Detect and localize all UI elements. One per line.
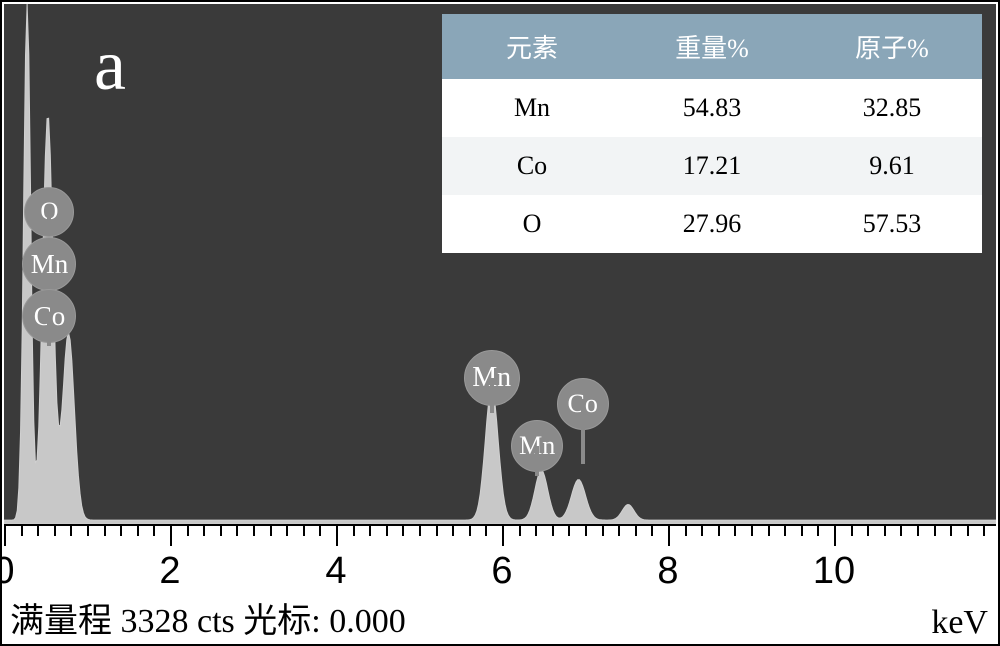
- x-tick-minor: [402, 524, 404, 536]
- table-row: Co17.219.61: [442, 137, 982, 195]
- full-scale-value: 3328: [121, 603, 189, 640]
- x-tick-minor: [685, 524, 687, 536]
- composition-table: 元素重量%原子% Mn54.8332.85Co17.219.61O27.9657…: [442, 14, 982, 253]
- x-tick-minor: [220, 524, 222, 536]
- x-tick-minor: [452, 524, 454, 536]
- x-tick-minor: [751, 524, 753, 536]
- table-col-header: 元素: [442, 14, 622, 79]
- table-cell: 17.21: [622, 137, 802, 195]
- x-tick-minor: [718, 524, 720, 536]
- table-col-header: 重量%: [622, 14, 802, 79]
- x-axis-unit: keV: [931, 604, 988, 642]
- x-tick-minor: [104, 524, 106, 536]
- x-tick-minor: [203, 524, 205, 536]
- x-tick-label: 10: [813, 550, 855, 593]
- x-tick-minor: [253, 524, 255, 536]
- x-tick-minor: [519, 524, 521, 536]
- x-tick-minor: [983, 524, 985, 536]
- cursor-label: 光标:: [243, 603, 320, 640]
- x-tick-minor: [651, 524, 653, 536]
- x-tick-minor: [21, 524, 23, 536]
- x-tick-major: [170, 524, 172, 546]
- x-tick-minor: [900, 524, 902, 536]
- x-tick-minor: [817, 524, 819, 536]
- x-tick-minor: [137, 524, 139, 536]
- x-tick-minor: [917, 524, 919, 536]
- x-tick-label: 4: [325, 550, 346, 593]
- x-tick-minor: [768, 524, 770, 536]
- x-tick-major: [336, 524, 338, 546]
- x-tick-minor: [950, 524, 952, 536]
- eds-figure: a 元素重量%原子% Mn54.8332.85Co17.219.61O27.96…: [0, 0, 1000, 646]
- x-tick-minor: [353, 524, 355, 536]
- x-tick-minor: [701, 524, 703, 536]
- x-tick-minor: [153, 524, 155, 536]
- full-scale-label: 满量程: [10, 603, 112, 640]
- table-cell: 9.61: [802, 137, 982, 195]
- x-tick-minor: [286, 524, 288, 536]
- x-tick-minor: [734, 524, 736, 536]
- table-cell: 27.96: [622, 195, 802, 253]
- x-tick-minor: [37, 524, 39, 536]
- x-tick-minor: [87, 524, 89, 536]
- x-tick-minor: [187, 524, 189, 536]
- x-tick-minor: [635, 524, 637, 536]
- x-tick-minor: [784, 524, 786, 536]
- x-tick-minor: [236, 524, 238, 536]
- table-cell: 57.53: [802, 195, 982, 253]
- x-tick-minor: [602, 524, 604, 536]
- table-cell: 32.85: [802, 79, 982, 137]
- x-tick-major: [834, 524, 836, 546]
- table-cell: Co: [442, 137, 622, 195]
- x-tick-minor: [867, 524, 869, 536]
- x-tick-minor: [436, 524, 438, 536]
- x-tick-minor: [967, 524, 969, 536]
- x-tick-major: [668, 524, 670, 546]
- x-tick-minor: [469, 524, 471, 536]
- table-row: O27.9657.53: [442, 195, 982, 253]
- x-tick-minor: [618, 524, 620, 536]
- x-tick-minor: [884, 524, 886, 536]
- table-cell: Mn: [442, 79, 622, 137]
- x-tick-label: 6: [491, 550, 512, 593]
- x-tick-minor: [386, 524, 388, 536]
- table-cell: O: [442, 195, 622, 253]
- table-cell: 54.83: [622, 79, 802, 137]
- cursor-value: 0.000: [329, 603, 406, 640]
- x-tick-minor: [270, 524, 272, 536]
- x-tick-major: [502, 524, 504, 546]
- x-tick-minor: [568, 524, 570, 536]
- table-col-header: 原子%: [802, 14, 982, 79]
- status-bar: 满量程 3328 cts 光标: 0.000: [10, 593, 406, 642]
- table-row: Mn54.8332.85: [442, 79, 982, 137]
- x-tick-minor: [369, 524, 371, 536]
- x-tick-minor: [419, 524, 421, 536]
- x-tick-minor: [801, 524, 803, 536]
- x-tick-minor: [851, 524, 853, 536]
- x-tick-label: 0: [0, 550, 15, 593]
- x-tick-label: 2: [159, 550, 180, 593]
- x-tick-minor: [54, 524, 56, 536]
- x-tick-major: [4, 524, 6, 546]
- x-tick-minor: [319, 524, 321, 536]
- spectrum-plot: a 元素重量%原子% Mn54.8332.85Co17.219.61O27.96…: [4, 4, 996, 524]
- x-tick-minor: [585, 524, 587, 536]
- x-tick-minor: [535, 524, 537, 536]
- x-tick-label: 8: [657, 550, 678, 593]
- x-tick-minor: [934, 524, 936, 536]
- x-tick-minor: [70, 524, 72, 536]
- x-tick-minor: [552, 524, 554, 536]
- x-tick-minor: [485, 524, 487, 536]
- x-axis: 0246810 满量程 3328 cts 光标: 0.000 keV: [4, 524, 996, 644]
- x-tick-minor: [120, 524, 122, 536]
- x-tick-minor: [303, 524, 305, 536]
- full-scale-unit: cts: [197, 603, 235, 640]
